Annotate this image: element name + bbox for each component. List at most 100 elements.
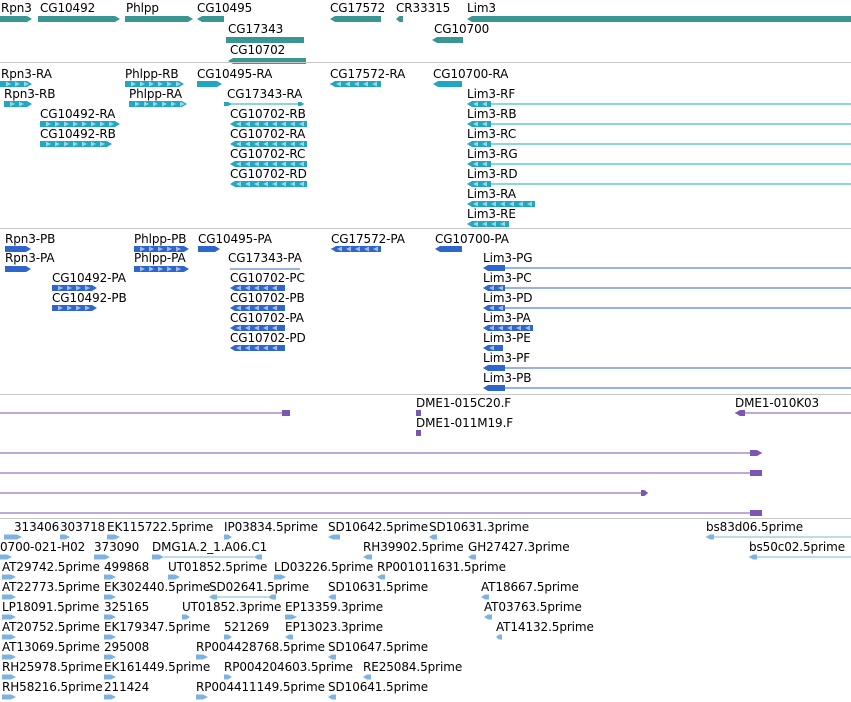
- feature-glyph[interactable]: [268, 594, 276, 600]
- feature-glyph[interactable]: [40, 141, 112, 147]
- feature-glyph[interactable]: [2, 634, 16, 640]
- est-label[interactable]: AT18667.5prime: [481, 580, 579, 594]
- transcript-label[interactable]: CG10702-RC: [230, 147, 306, 161]
- feature-glyph[interactable]: [496, 634, 502, 640]
- est-label[interactable]: EP13359.3prime: [285, 600, 383, 614]
- feature-glyph[interactable]: [209, 594, 217, 600]
- est-label[interactable]: 521269: [224, 620, 270, 634]
- transcript-label[interactable]: CG10492-RA: [40, 107, 116, 121]
- est-label[interactable]: SD10641.5prime: [328, 680, 429, 694]
- feature-glyph[interactable]: [483, 385, 505, 391]
- feature-glyph[interactable]: [38, 16, 120, 22]
- clone-label[interactable]: DME1-010K03: [735, 396, 820, 410]
- feature-glyph[interactable]: [104, 654, 116, 660]
- protein-label[interactable]: Lim3-PC: [483, 271, 532, 285]
- feature-glyph[interactable]: [224, 102, 232, 106]
- est-label[interactable]: RH58216.5prime: [2, 680, 103, 694]
- feature-glyph[interactable]: [363, 674, 371, 680]
- feature-glyph[interactable]: [483, 285, 505, 291]
- feature-glyph[interactable]: [328, 654, 336, 660]
- feature-glyph[interactable]: [104, 694, 116, 700]
- est-label[interactable]: IP03834.5prime: [224, 520, 318, 534]
- protein-label[interactable]: CG10702-PD: [230, 331, 306, 345]
- transcript-label[interactable]: CG10702-RA: [230, 127, 306, 141]
- gene-label[interactable]: CG10702: [230, 43, 286, 57]
- est-label[interactable]: 499868: [104, 560, 150, 574]
- clone-label[interactable]: DME1-015C20.F: [416, 396, 512, 410]
- transcript-label[interactable]: Lim3-RE: [467, 207, 516, 221]
- feature-glyph[interactable]: [416, 410, 421, 416]
- est-label[interactable]: GH27427.3prime: [468, 540, 570, 554]
- feature-glyph[interactable]: [2, 594, 16, 600]
- protein-label[interactable]: Rpn3-PA: [5, 251, 55, 265]
- feature-glyph[interactable]: [377, 574, 385, 580]
- feature-glyph[interactable]: [2, 614, 16, 620]
- feature-glyph[interactable]: [274, 574, 286, 580]
- feature-glyph[interactable]: [467, 221, 509, 227]
- gene-label[interactable]: CG17343: [228, 22, 284, 36]
- protein-label[interactable]: CG10492-PA: [52, 271, 126, 285]
- feature-glyph[interactable]: [4, 101, 32, 107]
- feature-glyph[interactable]: [468, 554, 476, 560]
- protein-label[interactable]: CG10702-PA: [230, 311, 304, 325]
- feature-glyph[interactable]: [467, 161, 491, 167]
- protein-label[interactable]: Lim3-PB: [483, 371, 532, 385]
- est-label[interactable]: SD10631.3prime: [429, 520, 530, 534]
- feature-glyph[interactable]: [483, 345, 503, 351]
- feature-glyph[interactable]: [416, 430, 421, 436]
- protein-label[interactable]: Rpn3-PB: [5, 232, 56, 246]
- est-label[interactable]: AT22773.5prime: [2, 580, 100, 594]
- feature-glyph[interactable]: [224, 634, 232, 640]
- est-label[interactable]: AT29742.5prime: [2, 560, 100, 574]
- protein-label[interactable]: Lim3-PD: [483, 291, 533, 305]
- feature-glyph[interactable]: [52, 285, 97, 291]
- feature-glyph[interactable]: [735, 410, 745, 416]
- gene-label[interactable]: Rpn3: [1, 1, 32, 15]
- feature-glyph[interactable]: [484, 614, 492, 620]
- protein-label[interactable]: CG10700-PA: [435, 232, 509, 246]
- est-label[interactable]: RE25084.5prime: [363, 660, 463, 674]
- transcript-label[interactable]: Lim3-RD: [467, 167, 518, 181]
- est-label[interactable]: AT20752.5prime: [2, 620, 100, 634]
- feature-glyph[interactable]: [483, 265, 505, 271]
- transcript-label[interactable]: Rpn3-RA: [1, 67, 52, 81]
- feature-glyph[interactable]: [0, 554, 12, 560]
- est-label[interactable]: RH25978.5prime: [2, 660, 103, 674]
- transcript-label[interactable]: CG17572-RA: [330, 67, 406, 81]
- est-label[interactable]: 0700-021-H02: [0, 540, 86, 554]
- transcript-label[interactable]: Lim3-RG: [467, 147, 518, 161]
- feature-glyph[interactable]: [5, 246, 31, 252]
- feature-glyph[interactable]: [152, 554, 164, 560]
- transcript-label[interactable]: CG10492-RB: [40, 127, 116, 141]
- feature-glyph[interactable]: [129, 101, 187, 107]
- feature-glyph[interactable]: [104, 674, 116, 680]
- est-label[interactable]: SD10647.5prime: [328, 640, 429, 654]
- feature-glyph[interactable]: [2, 574, 16, 580]
- feature-glyph[interactable]: [483, 305, 505, 311]
- feature-glyph[interactable]: [182, 614, 190, 620]
- feature-glyph[interactable]: [483, 325, 533, 331]
- gene-label[interactable]: CG10495: [197, 1, 253, 15]
- feature-glyph[interactable]: [433, 81, 462, 87]
- transcript-label[interactable]: Lim3-RB: [467, 107, 517, 121]
- est-label[interactable]: EK115722.5prime: [107, 520, 214, 534]
- feature-glyph[interactable]: [40, 121, 120, 127]
- feature-glyph[interactable]: [230, 305, 285, 311]
- feature-glyph[interactable]: [230, 325, 285, 331]
- feature-glyph[interactable]: [750, 470, 762, 476]
- transcript-label[interactable]: Lim3-RA: [467, 187, 517, 201]
- transcript-label[interactable]: Phlpp-RA: [129, 87, 183, 101]
- feature-glyph[interactable]: [285, 634, 293, 640]
- feature-glyph[interactable]: [230, 345, 285, 351]
- est-label[interactable]: 313406: [14, 520, 60, 534]
- transcript-label[interactable]: CG10700-RA: [433, 67, 509, 81]
- feature-glyph[interactable]: [60, 534, 70, 540]
- feature-glyph[interactable]: [4, 534, 22, 540]
- feature-glyph[interactable]: [197, 16, 224, 22]
- protein-label[interactable]: Lim3-PG: [483, 251, 533, 265]
- clone-label[interactable]: DME1-011M19.F: [416, 416, 514, 430]
- gene-label[interactable]: CG10700: [434, 22, 490, 36]
- feature-glyph[interactable]: [467, 16, 851, 22]
- est-label[interactable]: SD02641.5prime: [209, 580, 310, 594]
- est-label[interactable]: DMG1A.2_1.A06.C1: [152, 540, 268, 554]
